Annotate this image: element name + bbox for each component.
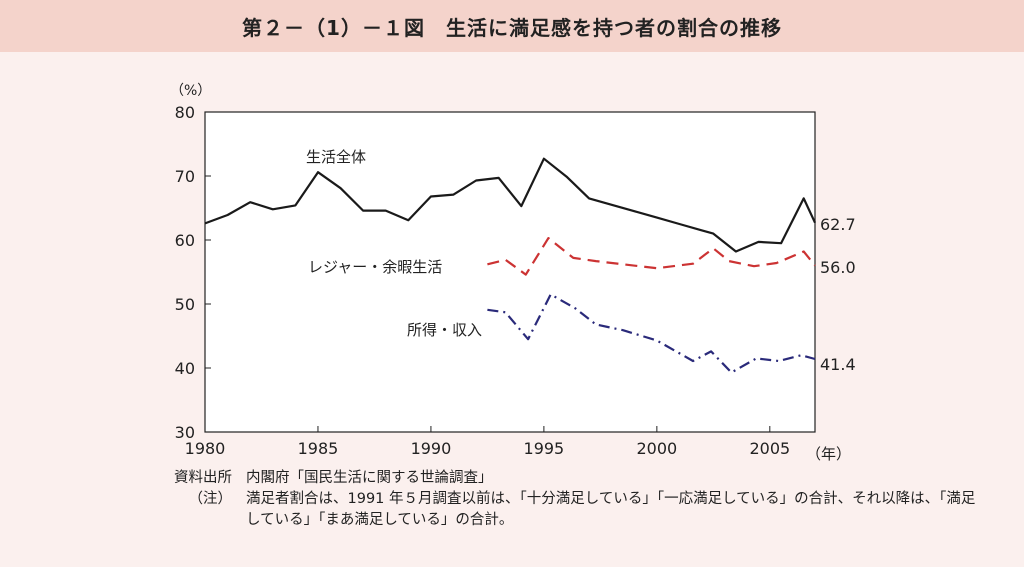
end-value-life-overall: 62.7 [820,215,856,234]
x-tick-label: 2005 [749,439,790,458]
y-axis: 30 40 50 60 70 80 [175,103,211,442]
source-label: 資料出所 [174,470,232,486]
source-row: 資料出所 内閣府「国民生活に関する世論調査」 [160,468,980,489]
x-tick-label: 1980 [185,439,226,458]
y-tick-label: 60 [175,231,195,250]
series-layer [204,157,816,374]
x-tick-label: 2000 [636,439,677,458]
note-row: （注） 満足者割合は、1991 年５月調査以前は、「十分満足している」「一応満足… [160,489,980,531]
series-line-1 [487,237,816,276]
x-axis-unit: （年） [806,445,851,463]
figure-notes: 資料出所 内閣府「国民生活に関する世論調査」 （注） 満足者割合は、1991 年… [160,468,980,531]
x-tick-label: 1985 [298,439,339,458]
y-tick-label: 30 [175,423,195,442]
y-axis-unit: （%） [170,83,211,99]
plot-frame [204,111,816,433]
y-tick-label: 40 [175,359,195,378]
series-line-0 [204,157,816,253]
note-text: 満足者割合は、1991 年５月調査以前は、「十分満足している」「一応満足している… [246,491,976,528]
series-label-income: 所得・収入 [407,321,482,339]
x-axis: 1980 1985 1990 1995 2000 2005 [185,426,790,458]
line-chart: 30 40 50 60 70 80 1980 1985 1990 1995 2000 2005 （%… [170,83,856,463]
end-value-leisure: 56.0 [820,258,856,277]
series-line-2 [487,293,816,374]
y-tick-label: 50 [175,295,195,314]
x-tick-label: 1990 [411,439,452,458]
y-tick-label: 80 [175,103,195,122]
x-tick-label: 1995 [524,439,565,458]
source-text: 内閣府「国民生活に関する世論調査」 [246,470,493,486]
series-label-leisure: レジャー・余暇生活 [308,258,442,276]
y-tick-label: 70 [175,167,195,186]
figure-header: 第２－（1）－１図 生活に満足感を持つ者の割合の推移 [0,0,1024,52]
note-label: （注） [188,491,233,507]
end-value-income: 41.4 [820,355,856,374]
figure-title: 第２－（1）－１図 生活に満足感を持つ者の割合の推移 [242,15,782,40]
series-label-life-overall: 生活全体 [306,148,366,166]
